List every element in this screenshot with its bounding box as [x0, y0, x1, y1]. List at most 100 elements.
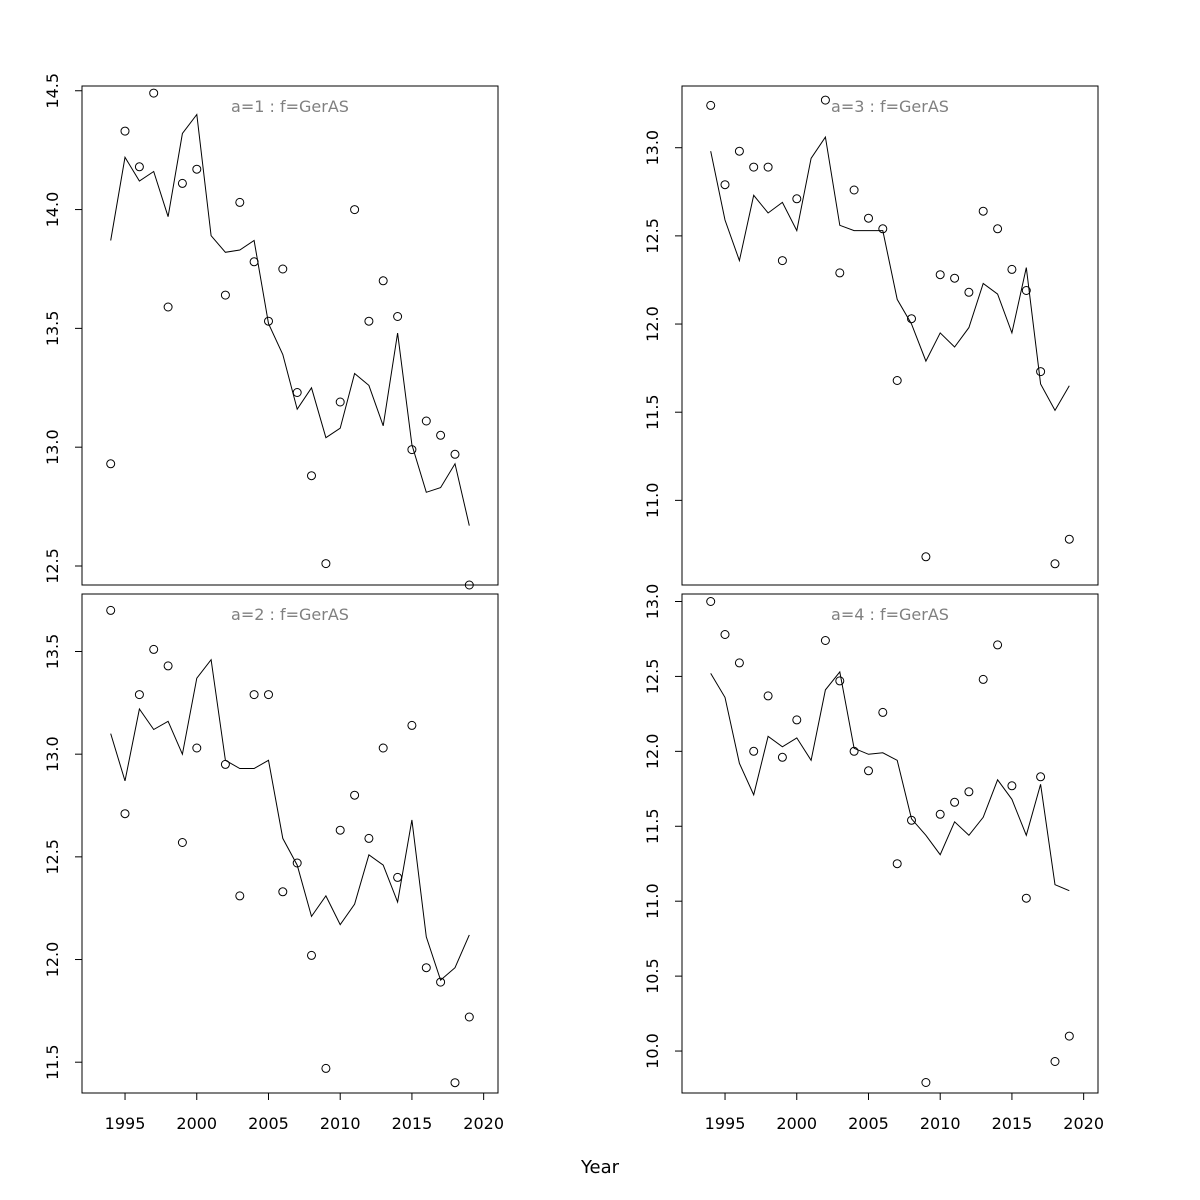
observed-point: [177, 838, 187, 847]
observed-point: [1050, 559, 1060, 569]
fitted-line: [110, 113, 470, 526]
observed-point: [120, 809, 130, 819]
observed-point: [864, 213, 873, 223]
observed-point: [763, 162, 773, 172]
observed-point: [978, 674, 988, 684]
observed-point: [321, 559, 331, 569]
observed-point: [950, 797, 960, 807]
observed-point: [720, 630, 730, 639]
y-tick-label: 12.5: [643, 218, 662, 254]
observed-point: [192, 743, 202, 753]
x-tick-label: 2005: [848, 1114, 889, 1133]
plot-frame: [81, 85, 499, 586]
plot-frame: [681, 85, 1099, 586]
observed-point: [421, 963, 431, 973]
observed-point: [878, 224, 888, 234]
y-tick-label: 12.0: [643, 306, 662, 342]
y-tick-label: 11.0: [643, 483, 662, 519]
observed-point: [1036, 772, 1046, 782]
observed-point: [134, 162, 144, 172]
observed-point: [734, 146, 744, 156]
observed-point: [749, 162, 759, 172]
observed-point: [307, 471, 316, 481]
observed-point: [1036, 367, 1046, 377]
y-tick-label: 12.5: [43, 548, 62, 584]
observed-point: [249, 690, 259, 700]
fitted-line: [710, 135, 1070, 412]
observed-point: [163, 661, 173, 671]
y-tick-label: 14.5: [43, 73, 62, 109]
x-tick-label: 2000: [776, 1114, 817, 1133]
observed-point: [1021, 286, 1031, 295]
observed-point: [436, 430, 446, 440]
observed-point: [192, 164, 202, 174]
observed-point: [292, 858, 302, 868]
observed-point: [720, 180, 730, 190]
observed-point: [907, 314, 916, 324]
x-tick-label: 1995: [705, 1114, 746, 1133]
panel-title: a=2 : f=GerAS: [231, 605, 349, 624]
observed-point: [464, 1012, 474, 1022]
plot-frame: [681, 593, 1099, 1094]
observed-point: [820, 636, 830, 645]
panels-group: a=1 : f=GerAS 12.5 13.0 13.5 14.0 14.5 a=3 : f…: [43, 73, 1104, 1133]
y-tick-label: 11.5: [643, 394, 662, 430]
x-tick-label: 2020: [1063, 1114, 1104, 1133]
x-tick-label: 2020: [463, 1114, 504, 1133]
observed-point: [393, 872, 403, 882]
observed-point: [264, 690, 273, 700]
panel-a1: a=1 : f=GerAS 12.5 13.0 13.5 14.0 14.5: [43, 73, 499, 590]
observed-point: [120, 126, 130, 136]
observed-point: [450, 449, 460, 459]
observed-point: [993, 224, 1003, 234]
observed-point: [820, 95, 830, 105]
observed-point: [777, 752, 787, 762]
plot-frame: [81, 593, 499, 1094]
observed-point: [321, 1063, 331, 1073]
observed-point: [407, 445, 417, 455]
observed-point: [235, 197, 245, 207]
observed-point: [978, 206, 988, 216]
observed-point: [835, 676, 845, 686]
observed-point: [706, 597, 716, 606]
observed-point: [177, 178, 187, 188]
y-tick-label: 11.5: [43, 1044, 62, 1080]
observed-point: [1021, 893, 1031, 903]
observed-point: [335, 397, 345, 407]
observed-point: [835, 268, 845, 278]
observed-point: [935, 270, 945, 280]
y-tick-label: 12.0: [643, 734, 662, 770]
x-tick-label: 2000: [176, 1114, 217, 1133]
observed-point: [278, 887, 288, 897]
panel-title: a=3 : f=GerAS: [831, 97, 949, 116]
observed-point: [777, 256, 787, 266]
observed-point: [734, 658, 744, 668]
observed-point: [864, 766, 873, 776]
x-tick-label: 2010: [320, 1114, 361, 1133]
y-tick-label: 11.0: [643, 883, 662, 919]
panel-a4: a=4 : f=GerAS 10.0 10.5 11.0 11.5 12.0 12.5 13.…: [643, 584, 1104, 1133]
y-tick-label: 12.5: [43, 839, 62, 875]
observed-point: [364, 833, 374, 843]
observed-point: [921, 552, 931, 562]
x-tick-label: 2010: [920, 1114, 961, 1133]
y-tick-label: 10.0: [643, 1033, 662, 1069]
observed-point: [763, 691, 773, 701]
panel-title: a=1 : f=GerAS: [231, 97, 349, 116]
x-tick-label: 2015: [392, 1114, 433, 1133]
x-tick-label: 2015: [992, 1114, 1033, 1133]
observed-point: [378, 276, 388, 286]
y-tick-label: 10.5: [643, 958, 662, 994]
observed-point: [149, 644, 159, 654]
observed-point: [264, 316, 273, 326]
observed-point: [993, 640, 1003, 650]
x-tick-label: 1995: [105, 1114, 146, 1133]
y-tick-label: 13.0: [643, 130, 662, 166]
observed-point: [249, 257, 259, 267]
observed-point: [292, 388, 302, 397]
y-tick-label: 13.5: [43, 311, 62, 347]
y-tick-label: 14.0: [43, 192, 62, 228]
observed-point: [792, 194, 802, 204]
y-tick-label: 13.0: [43, 429, 62, 465]
